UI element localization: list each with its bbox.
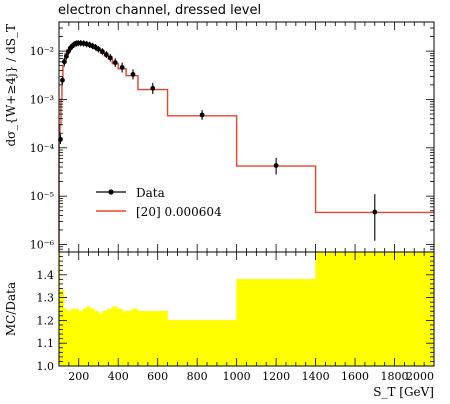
data-point — [62, 59, 67, 65]
ratio-plot-panel — [58, 251, 435, 367]
ratio-band-bin — [90, 308, 95, 367]
main-y-tick-label: 10⁻² — [30, 45, 54, 58]
ratio-y-tick-label: 1.1 — [37, 337, 55, 350]
ratio-band-bin — [74, 308, 80, 367]
main-frame — [58, 21, 435, 253]
mc-histogram-line — [58, 42, 434, 252]
ratio-y-axis-label: MC/Data — [4, 282, 18, 336]
ratio-band-bin — [107, 308, 113, 367]
ratio-band-bin — [126, 310, 133, 367]
ratio-y-tick-label: 1.2 — [37, 314, 55, 327]
ratio-band-bin — [98, 313, 103, 367]
ratio-x-tick-label: 200 — [68, 370, 89, 383]
ratio-x-tick-label: 800 — [187, 370, 208, 383]
ratio-band-bin — [86, 306, 91, 367]
ratio-band-bin — [236, 279, 316, 367]
ratio-band-bin — [78, 310, 83, 367]
ratio-band-bin — [63, 308, 68, 367]
data-point — [100, 49, 105, 54]
main-y-tick-label: 10⁻⁶ — [30, 239, 55, 252]
data-point — [60, 77, 65, 83]
main-y-tick-label: 10⁻⁵ — [30, 190, 54, 203]
ratio-band-bin — [167, 320, 237, 367]
ratio-x-tick-label: 1200 — [262, 370, 290, 383]
x-axis-label: S_T [GeV] — [373, 385, 434, 399]
data-point — [150, 85, 156, 91]
ratio-x-tick-label: 2000 — [406, 370, 434, 383]
main-y-tick-label: 10⁻⁴ — [30, 142, 55, 155]
ratio-y-tick-label: 1.4 — [37, 269, 55, 282]
ratio-band-bin — [66, 310, 72, 367]
data-point — [199, 112, 205, 118]
data-point — [96, 46, 101, 52]
data-point — [103, 52, 109, 57]
legend-data-marker — [108, 189, 114, 195]
main-y-tick-label: 10⁻³ — [30, 93, 54, 106]
ratio-band-bin — [102, 310, 108, 367]
data-point — [64, 53, 69, 59]
legend-mc-label: [20] 0.000604 — [136, 205, 222, 219]
ratio-y-tick-label: 1.0 — [37, 360, 55, 373]
ratio-x-tick-label: 1400 — [302, 370, 330, 383]
ratio-x-tick-label: 400 — [108, 370, 129, 383]
data-point — [130, 71, 136, 77]
ratio-band-bin — [131, 308, 139, 367]
data-point — [273, 163, 279, 168]
ratio-x-tick-label: 600 — [147, 370, 168, 383]
ratio-band-bin — [315, 251, 435, 367]
data-point — [112, 60, 118, 65]
ratio-band-bin — [121, 310, 128, 367]
ratio-band-bin — [94, 310, 99, 367]
ratio-y-tick-label: 1.3 — [37, 292, 55, 305]
ratio-x-tick-label: 1600 — [341, 370, 369, 383]
ratio-band-bin — [111, 306, 118, 367]
ratio-x-tick-label: 1000 — [223, 370, 251, 383]
legend-data-label: Data — [136, 186, 165, 200]
ratio-x-tick-label: 1800 — [381, 370, 409, 383]
main-y-axis-label: dσ_{W+≥4j} / dS_T — [4, 24, 18, 147]
ratio-band-bin — [116, 308, 123, 367]
data-point — [107, 55, 113, 61]
chart-axes: 10⁻⁶ 10⁻⁵ 10⁻⁴ 10⁻³ 10⁻² 200 400 600 800 1000 1200… — [4, 21, 435, 399]
data-point — [119, 65, 125, 70]
data-point — [372, 209, 378, 215]
ratio-band-bin — [70, 308, 76, 367]
ratio-band-bin — [137, 310, 168, 367]
main-plot-panel — [58, 40, 434, 252]
chart-title: electron channel, dressed level — [58, 3, 262, 18]
ratio-band-bin — [82, 308, 87, 367]
